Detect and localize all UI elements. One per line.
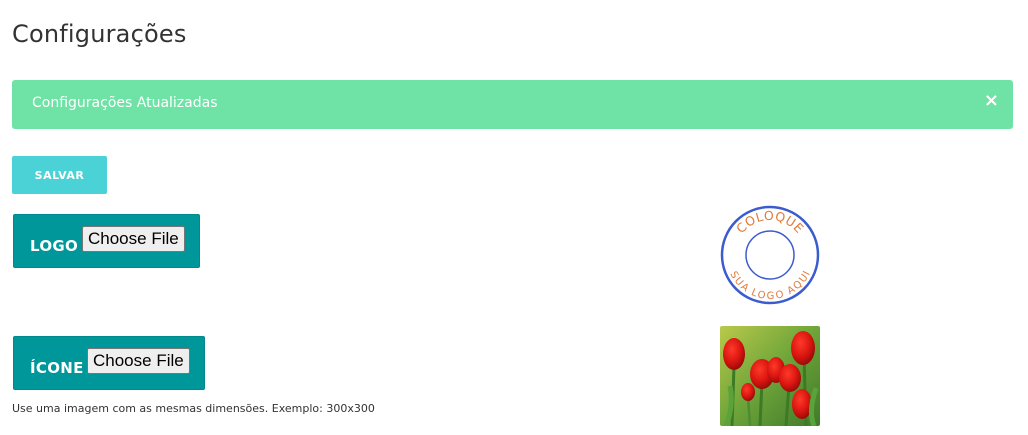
tulips-photo xyxy=(720,326,820,426)
icon-dimension-hint: Use uma imagem com as mesmas dimensões. … xyxy=(12,402,375,415)
icon-choose-file-button[interactable]: Choose File xyxy=(87,348,190,374)
alert-message: Configurações Atualizadas xyxy=(32,95,218,111)
logo-choose-file-button[interactable]: Choose File xyxy=(82,226,185,252)
page-title: Configurações xyxy=(12,20,187,48)
icon-preview-image xyxy=(720,326,820,426)
logo-upload-panel: LOGO Choose File xyxy=(13,214,200,268)
success-alert: Configurações Atualizadas × xyxy=(12,80,1013,129)
close-icon[interactable]: × xyxy=(983,90,999,111)
logo-upload-label: LOGO xyxy=(30,237,79,255)
icon-upload-label: ÍCONE xyxy=(30,359,84,377)
save-button[interactable]: SALVAR xyxy=(12,156,107,194)
logo-placeholder-seal: COLOQUE SUA LOGO AQUI xyxy=(720,205,820,305)
logo-preview-image: COLOQUE SUA LOGO AQUI xyxy=(719,204,821,306)
icon-upload-panel: ÍCONE Choose File xyxy=(13,336,205,390)
